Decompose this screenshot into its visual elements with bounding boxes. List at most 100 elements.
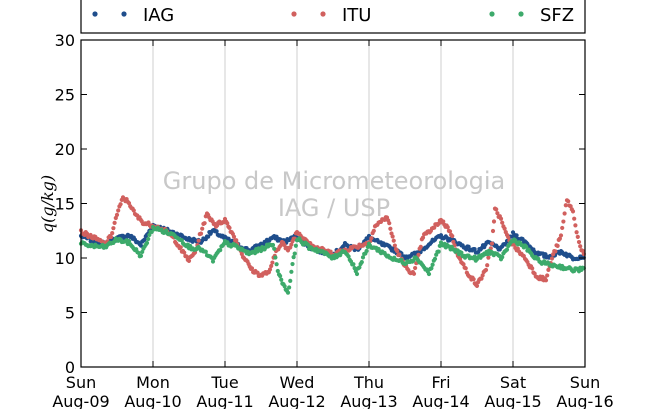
data-point [288, 278, 293, 283]
data-point [436, 249, 441, 254]
data-point [530, 266, 535, 271]
x-tick-day: Mon [136, 373, 170, 392]
data-point [500, 220, 505, 225]
data-point [524, 244, 529, 249]
data-point [140, 249, 145, 255]
data-point [580, 248, 585, 253]
data-point [225, 221, 230, 226]
watermark-line-1: Grupo de Micrometeorologia [163, 167, 505, 195]
data-point [447, 229, 453, 234]
data-point [489, 241, 495, 246]
data-point [328, 249, 333, 254]
data-point [360, 255, 366, 260]
data-point [227, 225, 232, 230]
data-points [78, 195, 586, 295]
data-point [430, 262, 435, 267]
data-point [458, 256, 463, 262]
x-tick-date: Aug-16 [556, 392, 613, 409]
data-point [275, 268, 280, 274]
data-point [388, 226, 393, 231]
grid [152, 40, 514, 367]
legend-label-itu: ITU [342, 5, 371, 26]
y-axis-label: q(g/kg) [38, 175, 57, 233]
legend-marker [92, 11, 98, 17]
x-tick-day: Tue [210, 373, 238, 392]
data-point [474, 283, 480, 288]
legend-marker [518, 11, 524, 17]
data-point [357, 265, 362, 270]
x-tick-date: Aug-10 [124, 392, 181, 409]
data-point [113, 215, 118, 221]
data-point [450, 233, 455, 239]
data-point [138, 253, 144, 258]
x-tick-day: Sat [500, 373, 526, 392]
data-point [270, 242, 276, 248]
data-point [471, 277, 476, 282]
data-point [441, 219, 446, 224]
data-point [196, 238, 201, 243]
data-point [563, 203, 568, 208]
y-axis: 0 5 10 15 20 25 30 [55, 31, 585, 377]
data-point [285, 290, 291, 295]
data-point [546, 267, 551, 272]
data-point [549, 256, 555, 261]
data-point [416, 252, 421, 258]
x-tick-day: Wed [280, 373, 315, 392]
data-point [354, 271, 360, 277]
y-tick-label: 0 [65, 358, 75, 377]
data-point [289, 242, 294, 247]
y-tick-label: 20 [55, 140, 75, 159]
data-point [494, 207, 499, 212]
data-point [555, 243, 560, 248]
data-point [346, 254, 351, 259]
data-point [182, 250, 187, 255]
data-point [289, 269, 294, 274]
data-point [186, 258, 192, 263]
data-point [466, 244, 471, 249]
data-point [369, 235, 374, 241]
legend: IAG ITU SFZ [80, 0, 586, 34]
x-tick-day: Fri [431, 373, 450, 392]
data-point [390, 234, 395, 239]
data-point [371, 228, 376, 233]
data-point [459, 250, 464, 255]
data-point [138, 243, 144, 248]
data-point [110, 231, 115, 236]
y-tick-label: 30 [55, 31, 75, 50]
data-point [472, 247, 477, 252]
data-point [131, 208, 136, 213]
data-point [545, 273, 550, 278]
data-point [491, 219, 497, 224]
data-point [278, 273, 283, 279]
legend-marker [489, 11, 495, 17]
legend-box [80, 0, 586, 34]
data-point [498, 216, 504, 221]
data-point [267, 267, 273, 272]
data-point [218, 248, 223, 253]
data-point [463, 266, 468, 271]
data-point [558, 233, 564, 238]
data-point [116, 208, 121, 213]
data-point [114, 212, 120, 217]
data-point [570, 209, 576, 214]
data-point [543, 278, 549, 283]
data-point [126, 238, 132, 244]
data-point [292, 251, 297, 256]
data-point [387, 221, 392, 226]
data-point [411, 271, 417, 276]
data-point [486, 255, 491, 260]
data-point [391, 238, 396, 243]
data-point [445, 225, 450, 230]
data-point [279, 277, 284, 282]
x-tick-date: Aug-13 [340, 392, 397, 409]
data-point [359, 260, 364, 265]
data-point [461, 262, 466, 267]
data-point [270, 260, 275, 265]
data-point [566, 199, 571, 204]
watermark-line-2: IAG / USP [278, 194, 390, 222]
data-point [578, 244, 583, 249]
data-point [112, 220, 117, 225]
data-point [214, 229, 219, 234]
data-point [255, 270, 260, 275]
data-point [560, 225, 565, 231]
